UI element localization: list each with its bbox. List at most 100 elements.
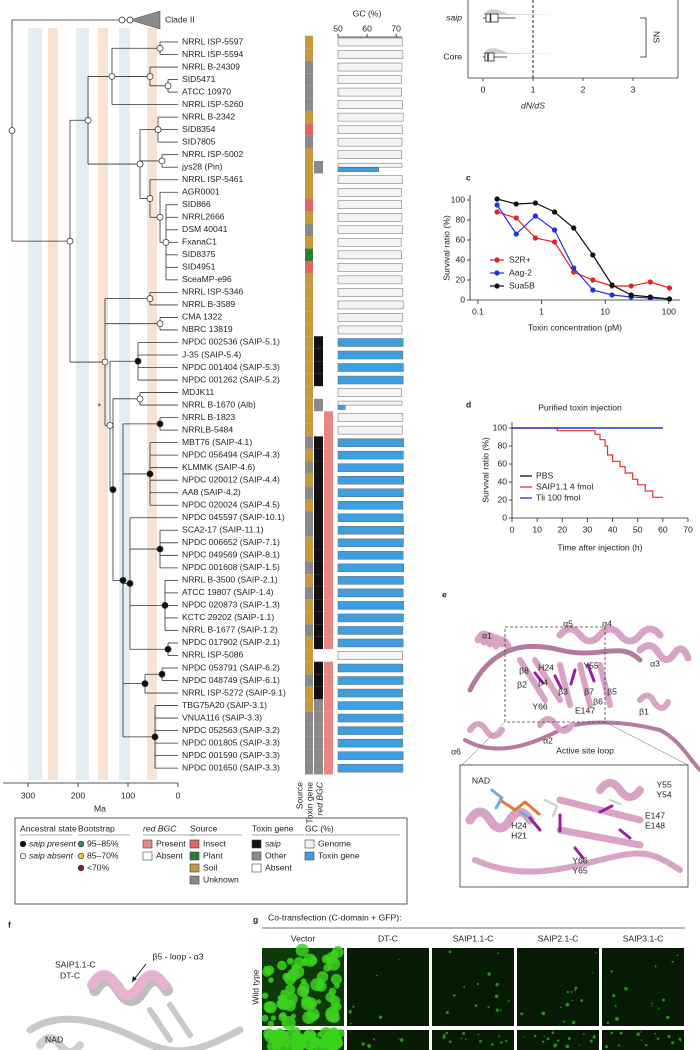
red-bgc-cell <box>324 298 333 312</box>
legend-label: Sua5B <box>509 280 535 290</box>
cell-signal <box>679 1039 682 1042</box>
red-bgc-cell <box>324 386 333 399</box>
source-cell <box>305 185 313 199</box>
legend-label: Plant <box>203 850 223 860</box>
toxin-gene-cell <box>314 98 323 111</box>
source-cell <box>305 223 313 237</box>
cell-signal <box>295 943 309 957</box>
survival-curve <box>512 427 663 498</box>
cell-signal <box>317 1031 323 1038</box>
box <box>485 13 499 23</box>
gc-bar <box>337 538 404 548</box>
toxin-gene-cell <box>314 574 323 587</box>
leaf-label: AGR0001 <box>182 187 220 197</box>
panel-letter: g <box>253 914 258 924</box>
cell-signal <box>612 993 616 998</box>
gc-bar <box>337 601 404 610</box>
cell-signal <box>267 1020 275 1027</box>
structure-label: β7 <box>584 686 594 696</box>
structure-label: α4 <box>602 618 612 628</box>
red-bgc-cell <box>324 361 333 374</box>
data-point <box>494 196 500 202</box>
data-point <box>571 269 577 275</box>
source-cell <box>305 661 313 675</box>
panel-letter: d <box>466 399 471 409</box>
series-line <box>496 211 670 289</box>
toxin-gene-cell <box>314 661 323 675</box>
cell-signal <box>279 1012 287 1019</box>
cell-signal <box>301 1033 311 1043</box>
cell-signal <box>678 1037 682 1041</box>
toxin-gene-cell <box>314 411 323 424</box>
source-cell <box>305 148 313 161</box>
cell-signal <box>624 986 628 991</box>
toxin-gene-cell <box>314 473 323 487</box>
cell-signal <box>654 1032 657 1035</box>
legend-marker <box>77 840 85 848</box>
structure-label: H24 <box>511 820 527 830</box>
red-bgc-cell <box>324 524 333 537</box>
legend-label: S2R+ <box>509 254 531 264</box>
gc-bar <box>337 87 402 97</box>
gc-bar <box>337 238 402 247</box>
legend-label: Genome <box>318 838 351 848</box>
panel-letter: c <box>466 172 471 182</box>
time-tick-label: 0 <box>176 790 181 800</box>
cell-signal <box>270 1015 277 1021</box>
ribbon <box>36 1034 84 1050</box>
cell-signal <box>284 972 297 985</box>
x-tick-label: 70 <box>683 524 693 534</box>
legend-marker <box>494 270 500 276</box>
structure-label: Y66 <box>532 701 548 711</box>
red-bgc-cell <box>324 248 333 262</box>
toxin-gene-cell <box>314 373 323 387</box>
gc-bar <box>337 551 404 560</box>
gc-bar <box>337 713 404 723</box>
cell-signal <box>546 1037 550 1041</box>
leaf-label: NRRL B-1677 (SAIP-1.2) <box>182 625 278 635</box>
time-tick-label: 100 <box>121 790 136 800</box>
toxin-gene-cell <box>314 486 323 499</box>
ancestral-node <box>101 358 109 366</box>
x-tick-label: 30 <box>583 524 593 534</box>
x-tick-label: 2 <box>581 84 586 94</box>
ancestral-node <box>156 320 164 328</box>
structure-label: E147 <box>645 810 665 820</box>
legend-label: PBS <box>536 470 553 480</box>
leaf-label: MDJK11 <box>182 387 215 397</box>
red-bgc-cell <box>324 323 333 337</box>
zoom-connector <box>461 721 506 766</box>
leaf-label: NRRL B-3589 <box>182 299 235 309</box>
cell-signal <box>497 1035 500 1038</box>
cell-signal <box>565 1002 570 1007</box>
red-bgc-cell <box>324 599 333 612</box>
time-tick-label: 300 <box>21 790 36 800</box>
legend-label: Absent <box>265 862 292 872</box>
gc-bar <box>337 563 404 573</box>
red-bgc-cell <box>324 211 333 224</box>
source-cell <box>305 624 313 637</box>
gc-bar <box>337 213 403 222</box>
x-tick-label: 40 <box>608 524 618 534</box>
source-cell <box>305 674 313 687</box>
leaf-label: NRRLB-5484 <box>182 424 233 434</box>
toxin-gene-cell <box>314 298 323 312</box>
source-cell <box>305 486 313 499</box>
cell-signal <box>658 1007 660 1010</box>
cell-signal <box>278 994 288 1003</box>
ancestral-node <box>119 577 127 584</box>
cell-signal <box>617 1044 621 1047</box>
source-cell <box>305 498 313 512</box>
density-shape <box>483 48 558 54</box>
cell-signal <box>491 1043 494 1046</box>
red-bgc-cell <box>324 48 333 61</box>
cell-signal <box>589 1039 593 1043</box>
leaf-label: NPDC 001262 (SAIP-5.2) <box>182 374 280 384</box>
gc-bar <box>337 162 403 168</box>
leaf-label: NPDC 020012 (SAIP-4.4) <box>182 474 280 484</box>
source-cell <box>305 436 313 449</box>
gc-bar <box>337 50 404 59</box>
source-cell <box>305 211 313 224</box>
cell-signal <box>644 1043 648 1047</box>
